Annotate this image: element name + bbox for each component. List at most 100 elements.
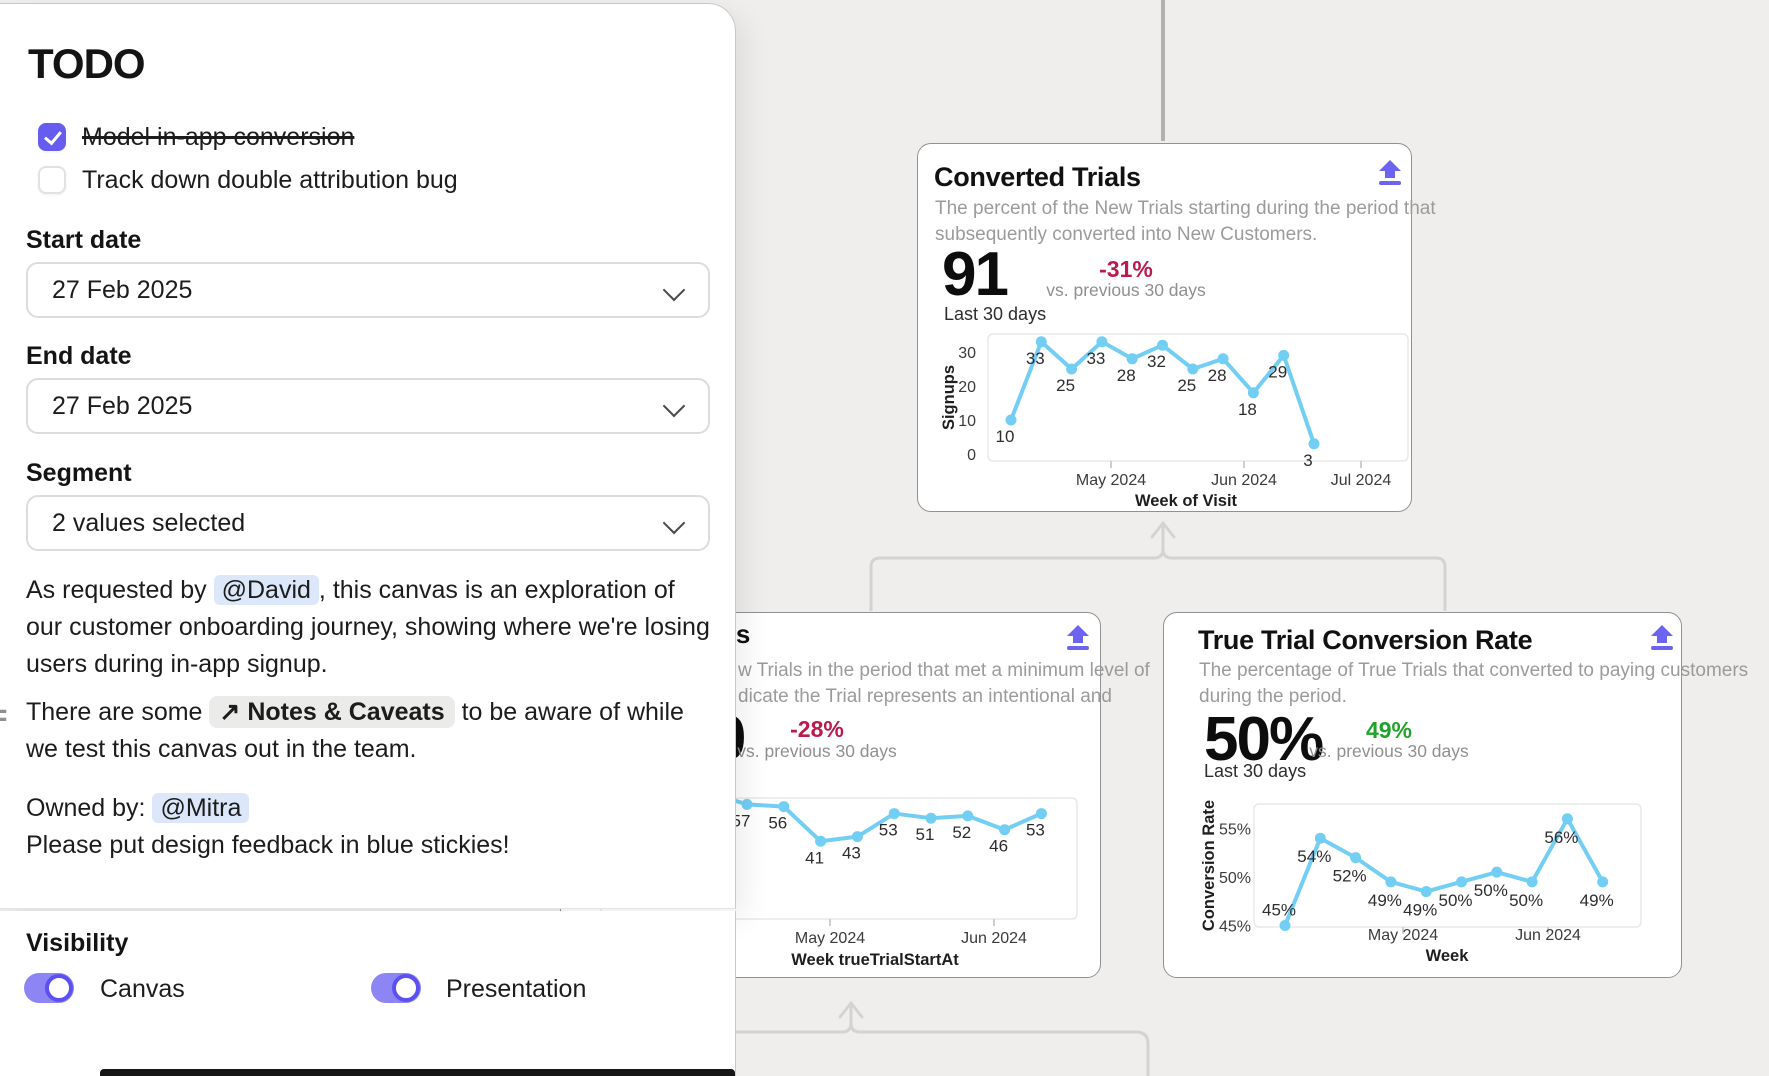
end-date-value: 27 Feb 2025 bbox=[52, 391, 193, 420]
segment-label: Segment bbox=[26, 459, 132, 487]
svg-text:Signups: Signups bbox=[940, 365, 958, 430]
svg-text:32: 32 bbox=[1147, 352, 1166, 371]
segment-value: 2 values selected bbox=[52, 508, 246, 537]
metric-period: Last 30 days bbox=[1204, 761, 1307, 781]
start-date-select[interactable]: 27 Feb 2025 bbox=[26, 262, 710, 318]
card-description-line: subsequently converted into New Customer… bbox=[935, 224, 1318, 245]
svg-text:53: 53 bbox=[1026, 821, 1045, 840]
todo-panel: TODO Model in-app conversion Track down … bbox=[0, 3, 736, 909]
card-description-line: The percentage of True Trials that conve… bbox=[1199, 660, 1749, 681]
todo-label: Track down double attribution bug bbox=[82, 165, 458, 194]
svg-text:29: 29 bbox=[1268, 362, 1287, 381]
card-description-line: during the period. bbox=[1199, 686, 1347, 707]
visibility-settings: Visibility Canvas Presentation bbox=[0, 910, 736, 1076]
canvas-visibility-toggle[interactable] bbox=[24, 972, 74, 1003]
toggle-label: Presentation bbox=[446, 974, 587, 1003]
todo-label: Model in-app conversion bbox=[82, 122, 355, 151]
metric-value: 91 bbox=[942, 240, 1009, 309]
svg-text:50%: 50% bbox=[1509, 891, 1543, 910]
svg-text:33: 33 bbox=[1026, 349, 1045, 368]
note-paragraph-3: Owned by: @Mitra Please put design feedb… bbox=[26, 790, 716, 864]
publish-icon[interactable] bbox=[1062, 623, 1094, 655]
end-date-select[interactable]: 27 Feb 2025 bbox=[26, 378, 710, 434]
svg-text:45%: 45% bbox=[1262, 901, 1296, 920]
delta-caption: vs. previous 30 days bbox=[1046, 280, 1206, 300]
delta-badge: 49% bbox=[1365, 717, 1413, 743]
publish-icon[interactable] bbox=[1374, 158, 1406, 190]
start-date-label: Start date bbox=[26, 226, 142, 254]
svg-text:Jun 2024: Jun 2024 bbox=[961, 930, 1027, 947]
visibility-heading: Visibility bbox=[26, 928, 129, 957]
note-text: to be aware of while we test this canvas… bbox=[26, 698, 684, 763]
svg-text:50%: 50% bbox=[1219, 870, 1251, 887]
drag-handle-icon[interactable]: = bbox=[0, 699, 8, 733]
svg-text:28: 28 bbox=[1117, 366, 1136, 385]
svg-text:50%: 50% bbox=[1474, 881, 1508, 900]
svg-text:Week trueTrialStartAt: Week trueTrialStartAt bbox=[791, 951, 959, 969]
svg-text:46: 46 bbox=[989, 837, 1008, 856]
svg-text:54%: 54% bbox=[1297, 847, 1331, 866]
mention-chip-mitra[interactable]: @Mitra bbox=[152, 793, 250, 823]
delta-badge: -28% bbox=[790, 716, 844, 742]
checkbox-checked[interactable] bbox=[38, 123, 66, 151]
toggle-label: Canvas bbox=[100, 974, 185, 1003]
svg-text:May 2024: May 2024 bbox=[1368, 927, 1438, 944]
svg-text:45%: 45% bbox=[1219, 919, 1251, 936]
svg-text:May 2024: May 2024 bbox=[1076, 472, 1146, 489]
publish-icon[interactable] bbox=[1646, 623, 1678, 655]
presentation-visibility-toggle[interactable] bbox=[371, 972, 421, 1003]
metric-value: 50% bbox=[1204, 705, 1324, 774]
svg-text:52%: 52% bbox=[1333, 867, 1367, 886]
panel-title: TODO bbox=[28, 40, 146, 87]
line-chart-converted-trials: 30 20 10 0 May 2024 Jun 2024 Jul 2024 Week of V… bbox=[940, 333, 1409, 510]
delta-caption: vs. previous 30 days bbox=[737, 741, 897, 761]
delta-badge: -31% bbox=[1099, 256, 1153, 282]
link-label: Notes & Caveats bbox=[247, 698, 445, 726]
svg-text:0: 0 bbox=[967, 447, 976, 464]
partially-visible-canvas-object[interactable] bbox=[100, 1069, 735, 1076]
svg-text:28: 28 bbox=[1208, 366, 1227, 385]
card-converted-trials[interactable]: Converted Trials The percent of the New … bbox=[917, 143, 1436, 512]
chevron-down-icon bbox=[662, 394, 686, 418]
svg-text:30: 30 bbox=[958, 345, 976, 362]
chevron-down-icon bbox=[662, 511, 686, 535]
svg-text:57: 57 bbox=[732, 811, 751, 830]
delta-caption: vs. previous 30 days bbox=[1309, 741, 1469, 761]
svg-text:52: 52 bbox=[952, 823, 971, 842]
start-date-value: 27 Feb 2025 bbox=[52, 275, 193, 304]
svg-text:51: 51 bbox=[916, 825, 935, 844]
card-title: True Trial Conversion Rate bbox=[1198, 625, 1533, 655]
card-description-line: w Trials in the period that met a minimu… bbox=[738, 660, 1150, 681]
checkbox-unchecked[interactable] bbox=[38, 166, 66, 194]
todo-item: Model in-app conversion bbox=[38, 122, 354, 152]
note-text: , this canvas is an exploration of our c… bbox=[26, 576, 710, 678]
svg-text:Conversion Rate: Conversion Rate bbox=[1200, 800, 1218, 931]
card-true-trial-conversion-rate[interactable]: True Trial Conversion Rate The percentag… bbox=[1163, 612, 1748, 978]
svg-text:50%: 50% bbox=[1438, 891, 1472, 910]
svg-text:25: 25 bbox=[1177, 376, 1196, 395]
card-description-line: dicate the Trial represents an intention… bbox=[738, 686, 1112, 707]
svg-text:18: 18 bbox=[1238, 400, 1257, 419]
mention-chip-david[interactable]: @David bbox=[213, 575, 319, 605]
svg-text:Jun 2024: Jun 2024 bbox=[1211, 472, 1277, 489]
svg-text:43: 43 bbox=[842, 844, 861, 863]
notes-caveats-link[interactable]: ↗ Notes & Caveats bbox=[209, 696, 455, 728]
svg-text:49%: 49% bbox=[1368, 891, 1402, 910]
svg-text:Week: Week bbox=[1426, 947, 1470, 965]
external-link-icon: ↗ bbox=[219, 698, 241, 726]
svg-text:25: 25 bbox=[1056, 376, 1075, 395]
card-title: Converted Trials bbox=[934, 162, 1141, 192]
svg-text:Jul 2024: Jul 2024 bbox=[1331, 472, 1392, 489]
svg-text:3: 3 bbox=[1303, 451, 1312, 470]
segment-select[interactable]: 2 values selected bbox=[26, 495, 710, 551]
svg-text:49%: 49% bbox=[1580, 891, 1614, 910]
svg-text:56%: 56% bbox=[1544, 828, 1578, 847]
note-paragraph-1: As requested by @David, this canvas is a… bbox=[26, 572, 716, 683]
svg-text:53: 53 bbox=[879, 821, 898, 840]
card-description-line: The percent of the New Trials starting d… bbox=[935, 198, 1436, 219]
svg-text:55%: 55% bbox=[1219, 822, 1251, 839]
svg-text:56: 56 bbox=[768, 814, 787, 833]
svg-text:10: 10 bbox=[958, 413, 976, 430]
